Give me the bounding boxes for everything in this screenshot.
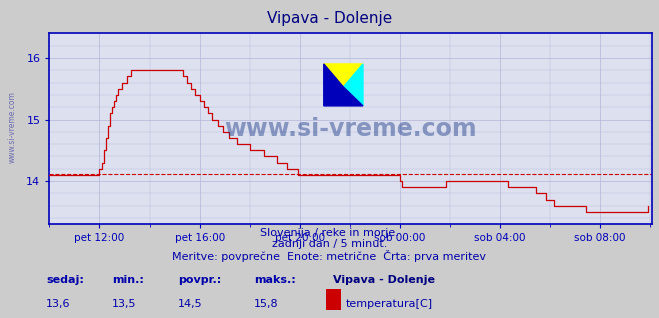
Text: 14,5: 14,5 xyxy=(178,299,202,309)
Text: Meritve: povprečne  Enote: metrične  Črta: prva meritev: Meritve: povprečne Enote: metrične Črta:… xyxy=(173,250,486,262)
Text: Vipava - Dolenje: Vipava - Dolenje xyxy=(333,275,435,285)
Polygon shape xyxy=(324,64,363,87)
Text: 13,5: 13,5 xyxy=(112,299,136,309)
Text: povpr.:: povpr.: xyxy=(178,275,221,285)
Polygon shape xyxy=(324,64,363,106)
Text: zadnji dan / 5 minut.: zadnji dan / 5 minut. xyxy=(272,239,387,249)
Polygon shape xyxy=(343,64,363,106)
Text: min.:: min.: xyxy=(112,275,144,285)
Text: sedaj:: sedaj: xyxy=(46,275,84,285)
Text: temperatura[C]: temperatura[C] xyxy=(346,299,433,309)
Text: 13,6: 13,6 xyxy=(46,299,71,309)
Text: Vipava - Dolenje: Vipava - Dolenje xyxy=(267,11,392,26)
Text: 15,8: 15,8 xyxy=(254,299,278,309)
Text: www.si-vreme.com: www.si-vreme.com xyxy=(8,91,17,163)
Text: www.si-vreme.com: www.si-vreme.com xyxy=(225,117,477,141)
Text: maks.:: maks.: xyxy=(254,275,295,285)
Text: Slovenija / reke in morje.: Slovenija / reke in morje. xyxy=(260,228,399,238)
